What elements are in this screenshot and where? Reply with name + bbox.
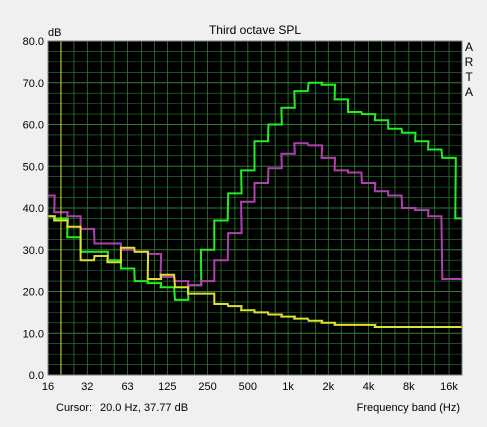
plot-frame [47,40,463,376]
x-ticks: 16 32 63 125 250 500 1k 2k 4k 8k 16k [42,381,459,393]
x-tick-label: 250 [198,381,216,393]
y-tick-label: 30.0 [23,245,44,257]
cursor-label: Cursor: [56,402,92,414]
x-tick-label: 16k [440,381,458,393]
x-tick-label: 8k [403,381,415,393]
brand-letter: A [465,40,473,54]
x-tick-label: 500 [239,381,257,393]
chart-title: Third octave SPL [209,23,301,37]
x-tick-label: 1k [282,381,294,393]
x-tick-label: 125 [158,381,176,393]
cursor-value: 20.0 Hz, 37.77 dB [100,402,188,414]
x-axis-label: Frequency band (Hz) [357,402,460,414]
brand-letter: A [465,85,473,99]
series-line-2 [48,215,462,328]
x-tick-label: 4k [363,381,375,393]
y-tick-label: 20.0 [23,287,44,299]
y-tick-label: 50.0 [23,161,44,173]
y-tick-label: 0.0 [29,370,44,382]
y-tick-label: 60.0 [23,120,44,132]
y-ticks: 0.0 10.0 20.0 30.0 40.0 50.0 60.0 70.0 80.0 [23,36,44,382]
x-tick-label: 16 [42,381,54,393]
y-tick-label: 10.0 [23,328,44,340]
series-group [48,41,462,375]
series-line-0 [48,81,462,301]
y-tick-label: 40.0 [23,203,44,215]
y-axis-label: dB [48,27,61,39]
y-tick-label: 70.0 [23,78,44,90]
y-tick-label: 80.0 [23,36,44,48]
x-tick-label: 32 [81,381,93,393]
brand-letter: R [465,55,474,69]
x-tick-label: 63 [121,381,133,393]
x-tick-label: 2k [323,381,335,393]
brand-letter: T [465,70,473,84]
series-line-1 [48,142,462,287]
